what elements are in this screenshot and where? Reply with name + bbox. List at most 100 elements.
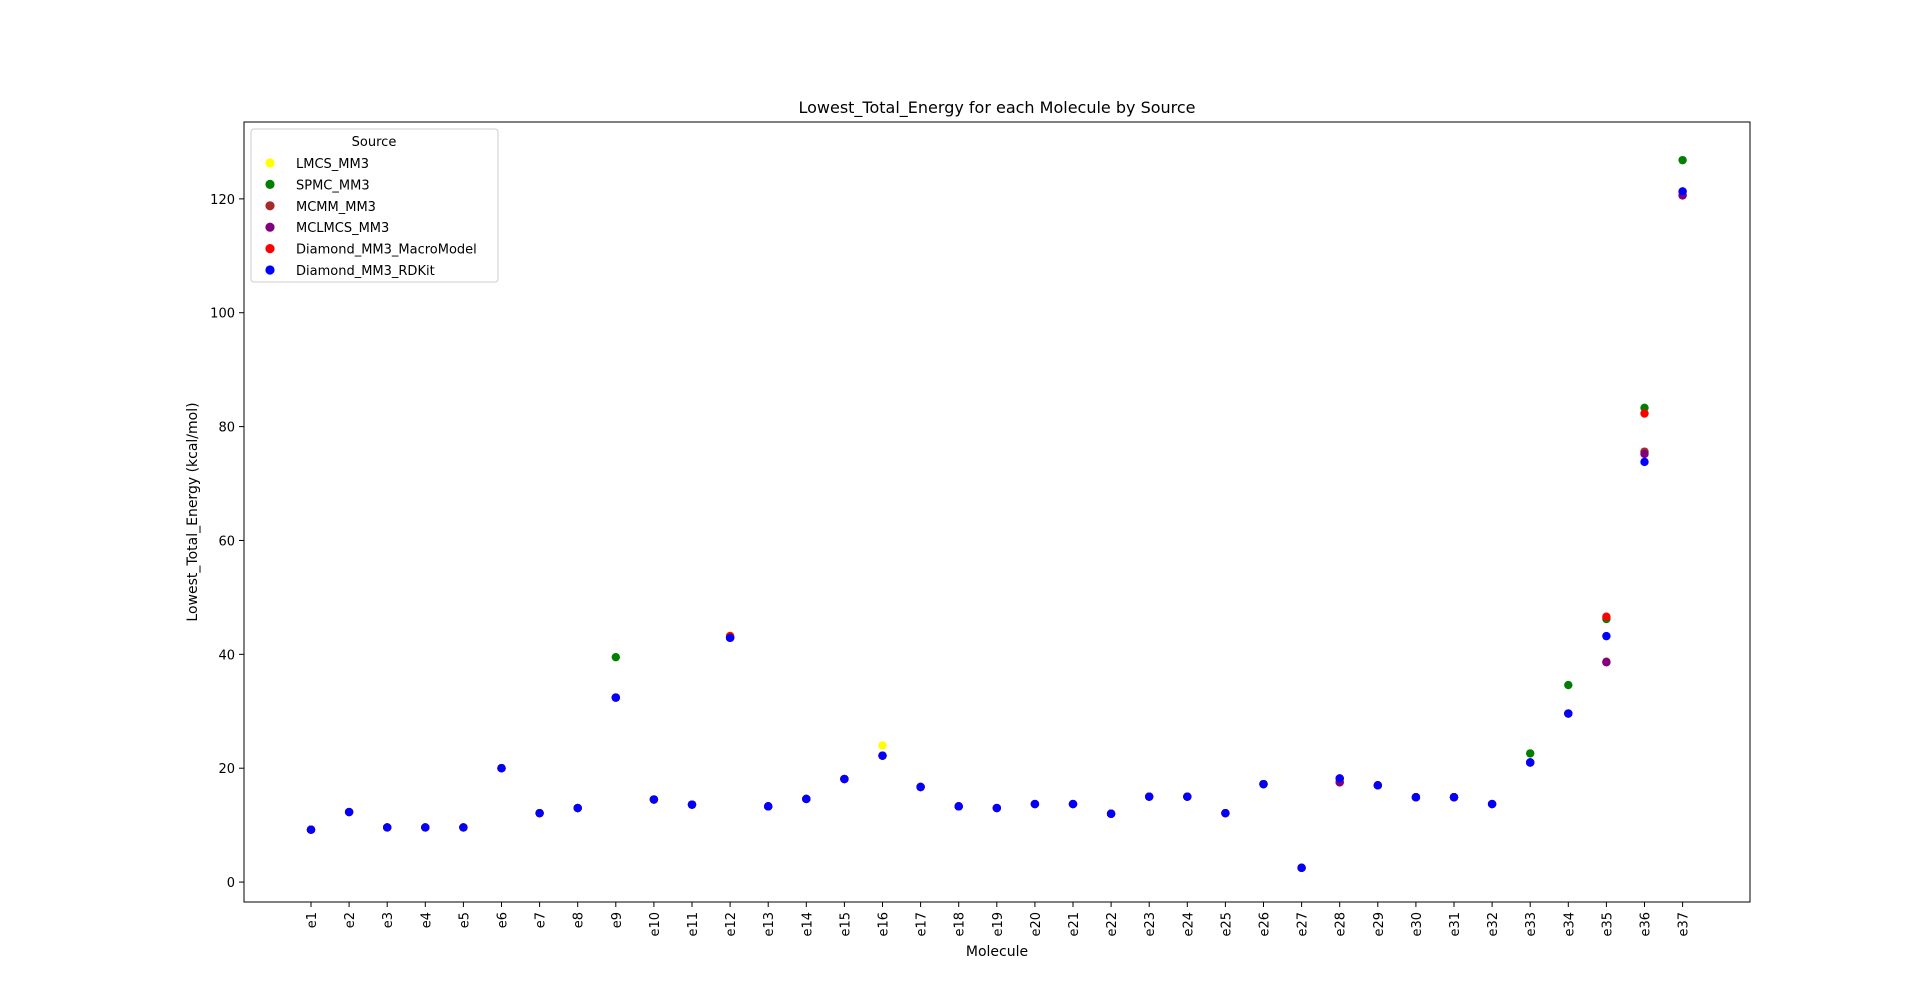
x-tick-label: e26 <box>1258 912 1273 937</box>
data-point <box>1564 680 1573 690</box>
x-tick-label: e21 <box>1067 912 1082 937</box>
legend-marker <box>265 201 275 211</box>
y-tick-label: 20 <box>218 762 235 777</box>
data-point <box>535 808 544 818</box>
data-point <box>611 652 620 662</box>
data-point <box>1602 612 1611 621</box>
x-tick-label: e5 <box>457 912 472 928</box>
legend-marker <box>265 244 275 254</box>
legend-label: Diamond_MM3_MacroModel <box>296 243 477 258</box>
x-tick-label: e7 <box>534 912 549 928</box>
legend-label: LMCS_MM3 <box>296 157 369 172</box>
data-point <box>1335 774 1344 783</box>
x-tick-label: e28 <box>1334 912 1349 937</box>
x-tick-label: e8 <box>572 912 587 928</box>
data-point <box>383 823 392 832</box>
x-tick-label: e13 <box>762 912 777 937</box>
data-point <box>1640 457 1649 467</box>
y-tick-label: 0 <box>227 876 235 891</box>
legend-marker <box>265 179 275 189</box>
legend-marker <box>265 265 275 275</box>
data-point <box>1068 799 1078 809</box>
data-point <box>1030 799 1040 809</box>
x-tick-label: e2 <box>343 912 358 928</box>
y-tick-label: 40 <box>218 648 235 663</box>
x-tick-label: e19 <box>991 912 1006 937</box>
y-tick-label: 100 <box>210 307 235 322</box>
data-point <box>992 803 1001 813</box>
x-tick-label: e35 <box>1600 912 1615 937</box>
y-tick-label: 120 <box>210 193 235 208</box>
data-point <box>1602 631 1611 641</box>
x-tick-label: e18 <box>953 912 968 937</box>
x-tick-label: e4 <box>419 912 434 928</box>
x-tick-label: e3 <box>381 912 396 928</box>
x-tick-label: e15 <box>838 912 853 937</box>
data-point <box>611 693 620 702</box>
legend-box <box>250 128 499 283</box>
data-point <box>725 633 735 643</box>
x-tick-label: e22 <box>1105 912 1120 937</box>
x-tick-label: e32 <box>1486 912 1501 937</box>
data-point <box>649 795 659 804</box>
legend-entries: LMCS_MM3 SPMC_MM3 MCMM_MM3 MCLMCS_MM3 Diamon… <box>265 157 477 279</box>
data-point <box>764 802 773 811</box>
data-point <box>878 741 887 750</box>
data-point <box>1411 793 1421 802</box>
x-tick-label: e16 <box>877 912 892 937</box>
data-point <box>1602 658 1611 667</box>
x-tick-label: e33 <box>1524 912 1539 937</box>
data-point <box>687 800 697 809</box>
plot-marks <box>306 155 1687 873</box>
x-tick-label: e27 <box>1296 912 1311 937</box>
y-tick-label: 80 <box>218 421 235 436</box>
data-point <box>1526 749 1535 758</box>
x-tick-label: e34 <box>1562 912 1577 937</box>
data-point <box>916 782 925 792</box>
data-point <box>1640 449 1649 459</box>
x-tick-label: e9 <box>610 912 625 928</box>
data-point <box>878 751 887 760</box>
legend-label: Diamond_MM3_RDKit <box>296 264 435 279</box>
data-point <box>1449 793 1459 802</box>
data-point <box>1297 863 1306 873</box>
data-point <box>344 807 354 817</box>
chart-title: Lowest_Total_Energy for each Molecule by… <box>798 98 1195 118</box>
x-tick-label: e36 <box>1639 912 1654 937</box>
data-point <box>1678 155 1687 165</box>
x-tick-label: e11 <box>686 912 701 937</box>
data-point <box>1564 709 1573 718</box>
x-tick-label: e24 <box>1181 912 1196 937</box>
data-point <box>1106 809 1116 818</box>
legend-title: Source <box>352 135 397 150</box>
data-point <box>573 803 582 813</box>
legend-label: MCMM_MM3 <box>296 200 376 215</box>
data-point <box>1373 781 1383 790</box>
x-axis: e1 e2 e3 e4 e5 e6 e7 e8 e9 e10 e11 e12 e13 e14 e15 e16 e… <box>305 902 1692 937</box>
data-point <box>954 802 963 811</box>
x-tick-label: e10 <box>648 912 663 937</box>
y-tick-label: 60 <box>218 534 235 549</box>
legend-marker <box>265 222 275 232</box>
x-tick-label: e6 <box>496 912 511 928</box>
legend-label: MCLMCS_MM3 <box>296 221 389 236</box>
data-point <box>1678 187 1687 196</box>
data-point <box>1526 758 1535 767</box>
x-tick-label: e29 <box>1372 912 1387 937</box>
legend: Source LMCS_MM3 SPMC_MM3 MCMM_MM3 MCLMCS_MM… <box>250 128 499 283</box>
data-point <box>1487 799 1497 809</box>
x-tick-label: e1 <box>305 912 320 928</box>
data-point <box>306 825 316 834</box>
data-point <box>497 764 506 773</box>
x-tick-label: e17 <box>915 912 930 937</box>
y-axis-title: Lowest_Total_Energy (kcal/mol) <box>185 402 201 621</box>
x-tick-label: e14 <box>800 912 815 937</box>
x-tick-label: e25 <box>1219 912 1234 937</box>
data-point <box>1183 792 1192 801</box>
data-point <box>802 794 811 804</box>
data-point <box>421 823 430 832</box>
x-tick-label: e20 <box>1029 912 1044 937</box>
data-point <box>1259 779 1268 789</box>
x-tick-label: e30 <box>1410 912 1425 937</box>
